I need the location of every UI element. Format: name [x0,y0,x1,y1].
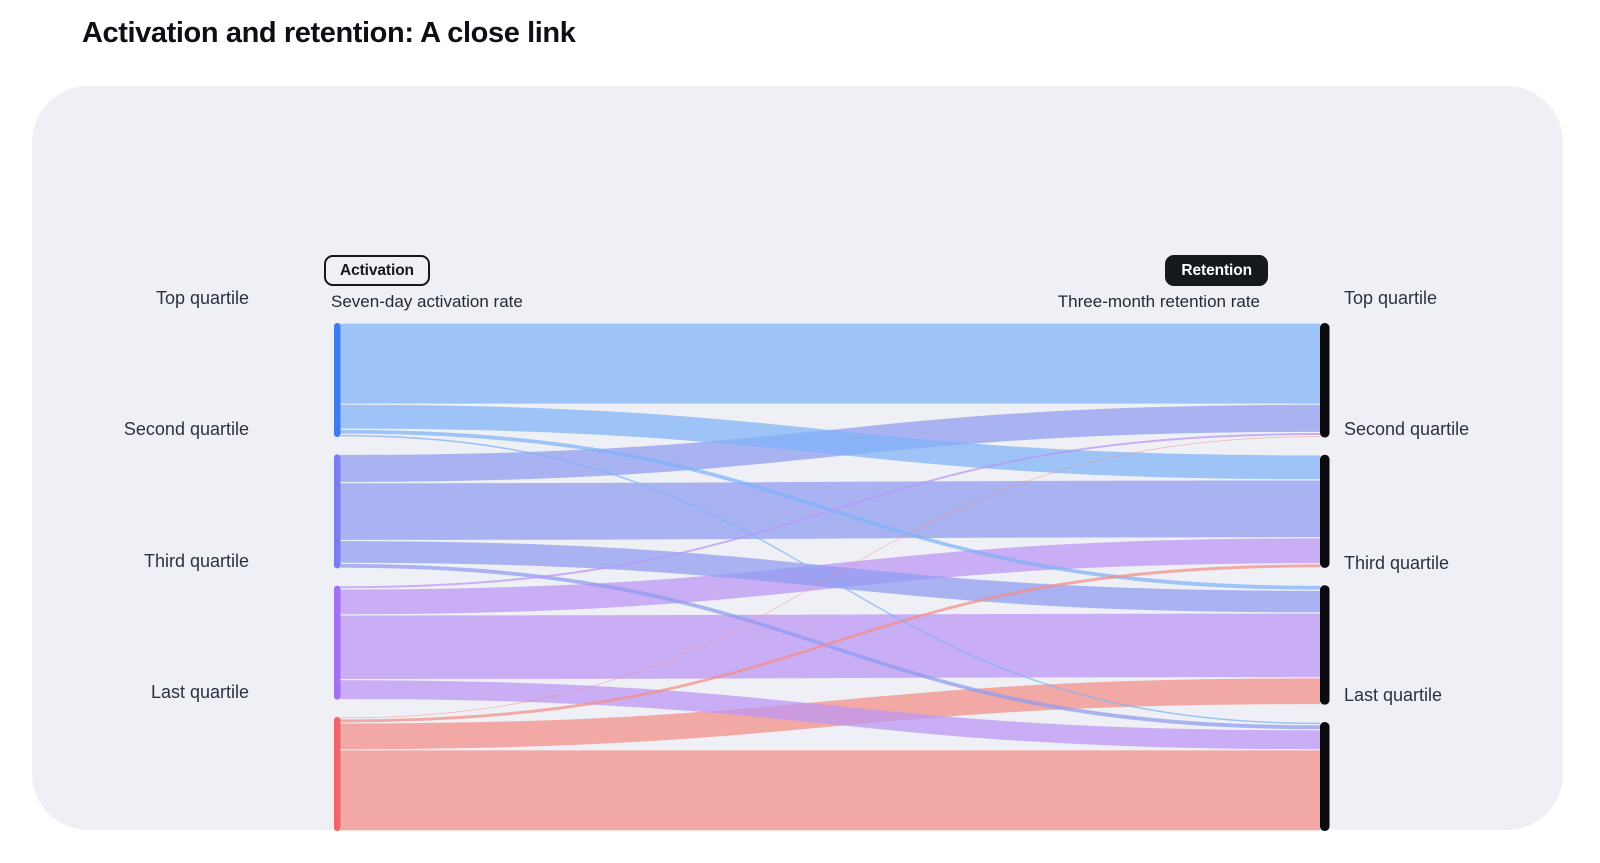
activation-label-second-quartile: Second quartile [123,419,249,440]
retention-node-bar-1 [1320,454,1330,568]
retention-axis-title: Three-month retention rate [1057,292,1260,311]
sankey-flow-last-to-last [340,750,1320,831]
retention-badge[interactable]: Retention [1165,255,1268,286]
page-title: Activation and retention: A close link [82,17,576,49]
sankey-flow-third-to-last [340,680,1320,750]
retention-node-bar-2 [1320,585,1330,705]
activation-label-top-quartile: Top quartile [155,288,249,308]
activation-axis-title: Seven-day activation rate [331,292,523,311]
sankey-flow-last-to-top [340,436,1320,719]
activation-node-bar-1 [334,454,341,569]
retention-label-second-quartile: Second quartile [1344,419,1470,440]
sankey-flow-top-to-top [340,323,1320,404]
retention-node-bar-3 [1320,722,1330,831]
retention-label-last-quartile: Last quartile [1344,684,1443,705]
sankey-flow-third-to-top [340,433,1320,589]
activation-node-bar-0 [334,323,341,437]
activation-label-last-quartile: Last quartile [150,682,249,702]
sankey-flow-top-to-last [340,434,1320,725]
sankey-flow-second-to-third [340,541,1320,613]
retention-label-top-quartile: Top quartile [1344,288,1438,309]
sankey-diagram [334,323,1330,831]
retention-node-bar-0 [1320,323,1330,438]
chart-card: Activation Retention Seven-day activatio… [32,86,1563,831]
activation-node-bar-2 [334,585,341,700]
activation-node-bar-3 [334,717,341,831]
retention-label-third-quartile: Third quartile [1344,552,1450,573]
sankey-flow-second-to-last [340,563,1320,730]
sankey-flow-last-to-second [340,564,1320,723]
activation-badge[interactable]: Activation [324,255,430,286]
activation-label-third-quartile: Third quartile [143,550,249,571]
sankey-flow-top-to-second [340,404,1320,480]
